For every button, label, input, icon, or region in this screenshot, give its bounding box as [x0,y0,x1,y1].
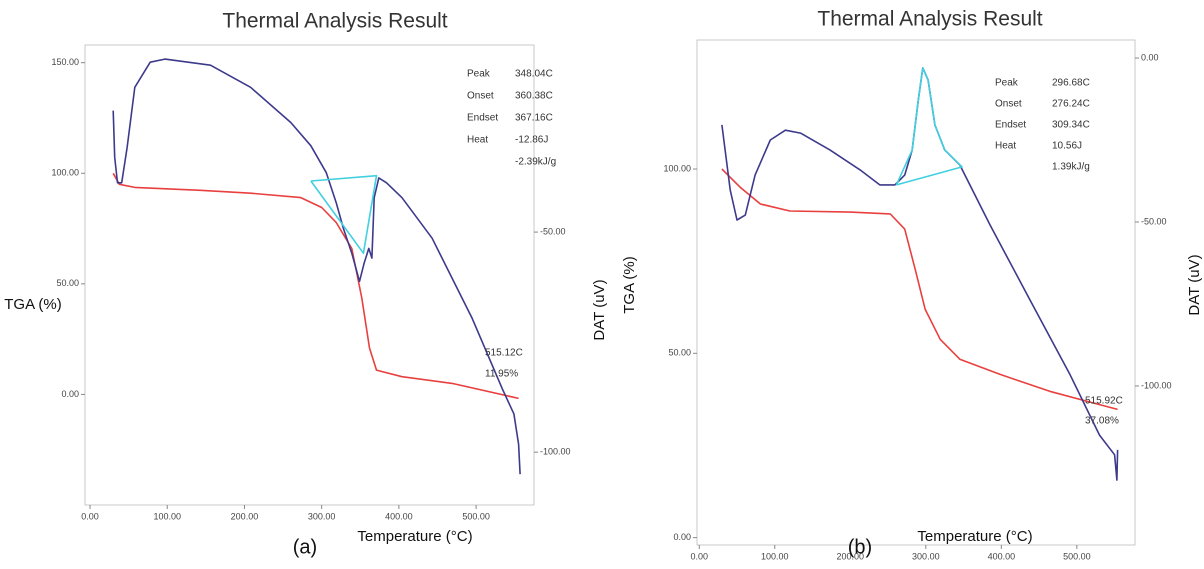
x-tick-label: 100.00 [761,551,789,561]
y-tick-label: 100.00 [51,168,79,178]
x-tick-label: 200.00 [231,511,259,521]
y-axis-label: TGA (%) [621,256,638,314]
x-tick-label: 500.00 [462,511,490,521]
data-line [310,174,378,254]
result-key: Heat [995,141,1016,152]
x-tick-label: 400.00 [988,551,1016,561]
end-label: 37.08% [1085,416,1119,427]
result-value: 296.68C [1052,78,1090,89]
plot-frame [696,39,1136,546]
result-key: Peak [467,69,491,80]
y-tick-label: 100.00 [663,163,691,173]
end-label: 515.92C [1085,396,1123,407]
result-key: Peak [995,78,1019,89]
x-tick-label: 200.00 [837,551,865,561]
result-key: Endset [995,120,1026,131]
result-key: Onset [467,91,494,102]
end-label: 11.95% [485,369,518,380]
x-tick-label: 500.00 [1063,551,1091,561]
result-value: 348.04C [515,69,553,80]
y-tick-label: 50.00 [668,348,691,358]
x-tick-label: 0.00 [690,551,708,561]
result-value: 1.39kJ/g [1052,162,1090,173]
x-axis-label: Temperature (°C) [357,528,472,545]
data-line [895,67,963,186]
result-value: -12.86J [515,135,548,146]
result-key: Heat [467,135,488,146]
y2-tick-label: -100.00 [1141,380,1172,390]
y2-tick-label: -50.00 [1141,216,1167,226]
y-tick-label: 50.00 [56,278,79,288]
result-key: Onset [995,99,1022,110]
y-tick-label: 150.00 [51,57,79,67]
y2-axis-label: DAT (uV) [591,279,608,340]
y-tick-label: 0.00 [673,532,691,542]
result-key: Endset [467,113,498,124]
result-value: -2.39kJ/g [515,157,556,168]
x-tick-label: 300.00 [308,511,336,521]
result-value: 360.38C [515,91,553,102]
end-label: 515.12C [485,348,523,359]
y2-tick-label: -50.00 [540,226,566,236]
y2-axis-label: DAT (uV) [1186,254,1203,315]
result-value: 309.34C [1052,120,1090,131]
y-tick-label: 0.00 [61,389,79,399]
data-line [721,168,1118,411]
y2-tick-label: -100.00 [540,447,571,457]
panel-label: (a) [293,536,317,558]
x-tick-label: 100.00 [153,511,181,521]
result-value: 10.56J [1052,141,1082,152]
x-tick-label: 0.00 [81,511,99,521]
y2-tick-label: 0.00 [1141,52,1159,62]
data-line [112,172,519,400]
result-value: 367.16C [515,113,553,124]
chart-title: Thermal Analysis Result [817,8,1042,31]
result-value: 276.24C [1052,99,1090,110]
plot-frame [84,44,535,506]
x-tick-label: 400.00 [385,511,413,521]
x-tick-label: 300.00 [912,551,940,561]
chart-title: Thermal Analysis Result [222,10,447,33]
x-axis-label: Temperature (°C) [917,528,1032,545]
y-axis-label: TGA (%) [4,296,62,313]
data-line [112,58,521,475]
panel-label: (b) [848,536,872,558]
